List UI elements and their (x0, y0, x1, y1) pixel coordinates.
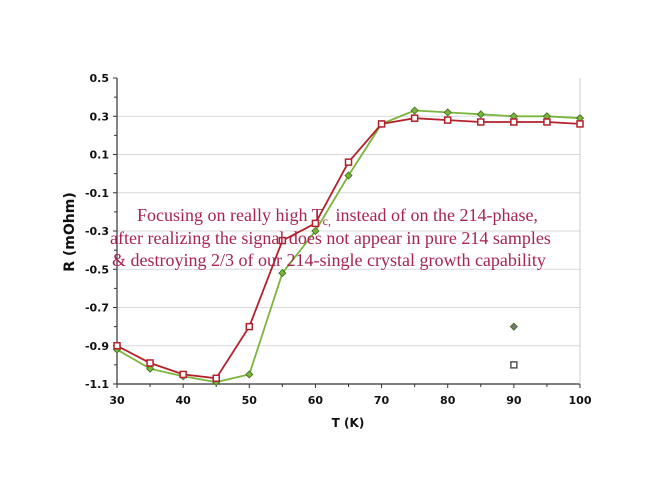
series-2-point (477, 118, 485, 126)
annotation-overlay: Focusing on really high Tc, instead of o… (110, 205, 551, 270)
series-2-point (576, 120, 584, 128)
series-2-point (245, 322, 254, 331)
y-tick-label: 0.5 (90, 72, 110, 85)
x-tick-label: 50 (242, 394, 258, 407)
x-tick-label: 100 (569, 394, 592, 407)
legend-marker-square (510, 361, 518, 369)
y-tick-label: -0.9 (85, 340, 109, 353)
x-tick-label: 80 (440, 394, 456, 407)
series-2-point (443, 116, 452, 124)
series-2-point (510, 118, 518, 126)
y-tick-label: -1.1 (85, 378, 109, 391)
series-1-point (443, 108, 452, 117)
x-tick-label: 90 (506, 394, 522, 407)
y-tick-label: -0.5 (85, 263, 109, 276)
axes (113, 77, 581, 388)
x-tick-label: 70 (374, 394, 390, 407)
series-1-point (476, 110, 485, 119)
x-tick-label: 40 (175, 394, 191, 407)
series-1-point (410, 106, 419, 115)
y-tick-label: -0.1 (85, 187, 109, 200)
y-tick-label: -0.7 (85, 302, 109, 315)
series-2-point (113, 342, 121, 350)
y-tick-label: 0.3 (90, 110, 110, 123)
series-2-point (344, 158, 353, 166)
series-2-point (179, 370, 187, 379)
series-1-point (146, 364, 155, 373)
series-1-point (344, 171, 353, 180)
legend-markers (509, 322, 518, 369)
series-2-point (410, 114, 419, 122)
y-tick-label: 0.1 (90, 149, 110, 162)
series-2-point (278, 236, 287, 245)
series-layer (112, 106, 585, 387)
series-1-point (311, 226, 320, 236)
x-tick-label: 30 (109, 394, 125, 407)
series-2-point (212, 374, 220, 383)
y-tick-labels: 0.5 0.3 0.1 -0.1 -0.3 -0.5 -0.7 -0.9 -1.1 (85, 72, 109, 391)
y-axis-title: R (mOhm) (62, 192, 78, 272)
series-2-point (146, 359, 154, 367)
series-1-point (278, 269, 287, 278)
series-2-line (116, 117, 581, 380)
grid-lines (117, 115, 580, 347)
series-2-point (311, 219, 320, 228)
series-2-point (543, 118, 551, 126)
x-axis-title: T (K) (332, 416, 365, 430)
annotation-line-1: Focusing on really high Tc, instead of o… (137, 205, 538, 228)
x-tick-labels: 30 40 50 60 70 80 90 100 (109, 394, 591, 407)
annotation-line-3: & destroying 2/3 of our 214-single cryst… (112, 250, 546, 270)
legend-marker-diamond (509, 322, 518, 331)
x-tick-label: 60 (308, 394, 324, 407)
series-1-point (245, 370, 254, 379)
annotation-line-2: after realizing the signal does not appe… (110, 228, 551, 248)
y-tick-label: -0.3 (85, 225, 109, 238)
series-2-point (377, 120, 386, 128)
series-2 (113, 114, 584, 383)
